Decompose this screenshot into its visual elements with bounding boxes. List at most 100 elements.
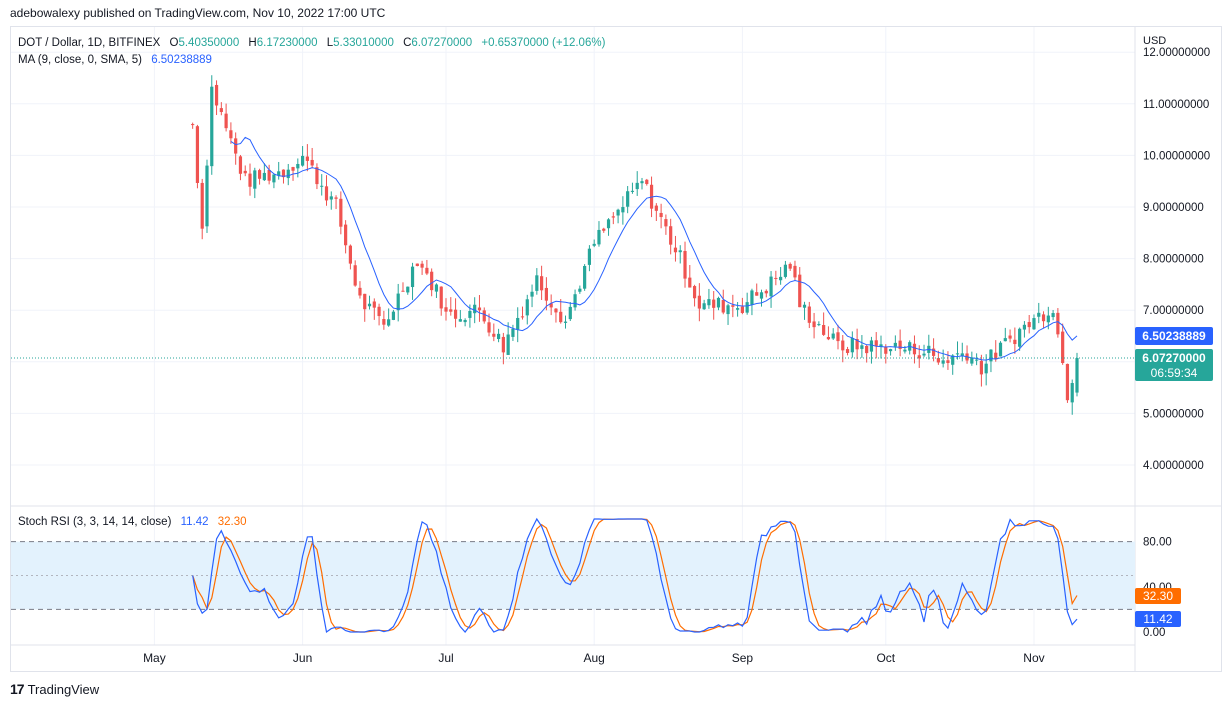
candle[interactable] <box>970 351 974 366</box>
candle[interactable] <box>310 147 314 169</box>
candle[interactable] <box>912 335 917 364</box>
candle[interactable] <box>496 328 501 343</box>
candle[interactable] <box>998 341 1003 357</box>
candle[interactable] <box>845 346 850 356</box>
candle[interactable] <box>257 168 262 185</box>
candle[interactable] <box>788 262 792 271</box>
candle[interactable] <box>626 186 630 214</box>
candle[interactable] <box>559 299 563 324</box>
candle[interactable] <box>535 268 539 295</box>
candle[interactable] <box>406 286 410 295</box>
candle[interactable] <box>745 292 749 315</box>
candle[interactable] <box>530 284 534 308</box>
candle[interactable] <box>702 299 706 310</box>
candle[interactable] <box>865 344 869 363</box>
candle[interactable] <box>525 294 529 325</box>
candle[interactable] <box>353 260 357 287</box>
candle[interactable] <box>635 171 639 196</box>
candle[interactable] <box>769 271 773 308</box>
candle[interactable] <box>817 321 821 327</box>
candle[interactable] <box>578 285 582 294</box>
candle[interactable] <box>597 221 601 247</box>
candle[interactable] <box>506 322 510 355</box>
candle[interactable] <box>444 298 448 321</box>
candle[interactable] <box>989 349 993 373</box>
candle[interactable] <box>678 245 682 264</box>
candle[interactable] <box>736 302 740 317</box>
candle[interactable] <box>802 301 807 320</box>
candle[interactable] <box>1018 327 1022 351</box>
candle[interactable] <box>391 309 396 321</box>
candle[interactable] <box>951 354 955 375</box>
candle[interactable] <box>850 331 854 358</box>
candle[interactable] <box>305 144 309 172</box>
candle[interactable] <box>267 164 271 185</box>
candle[interactable] <box>195 124 200 189</box>
candle[interactable] <box>544 277 548 311</box>
candle[interactable] <box>712 291 716 320</box>
candle[interactable] <box>324 175 329 206</box>
candle[interactable] <box>822 312 826 336</box>
candle[interactable] <box>277 161 281 180</box>
candle[interactable] <box>860 335 864 358</box>
chart-frame[interactable] <box>10 26 1222 672</box>
candle[interactable] <box>339 191 343 235</box>
candle[interactable] <box>783 260 788 279</box>
candle[interactable] <box>908 340 912 355</box>
candle[interactable] <box>300 146 305 167</box>
candle[interactable] <box>219 102 223 116</box>
candle[interactable] <box>372 298 376 320</box>
candle[interactable] <box>200 178 204 240</box>
candle[interactable] <box>253 167 257 199</box>
candle[interactable] <box>477 295 482 322</box>
candle[interactable] <box>344 220 348 254</box>
candle[interactable] <box>329 191 333 210</box>
candle[interactable] <box>721 289 725 315</box>
candle[interactable] <box>272 174 276 189</box>
candle[interactable] <box>621 196 625 225</box>
candle[interactable] <box>210 75 214 175</box>
candle[interactable] <box>640 177 644 190</box>
candle[interactable] <box>812 312 816 339</box>
candle[interactable] <box>425 259 429 276</box>
candle[interactable] <box>774 270 778 286</box>
candle[interactable] <box>664 214 668 235</box>
candle[interactable] <box>296 158 300 178</box>
candle[interactable] <box>516 307 520 343</box>
candle[interactable] <box>320 174 324 196</box>
candle[interactable] <box>683 241 687 288</box>
candle[interactable] <box>726 303 730 325</box>
candle[interactable] <box>731 294 735 318</box>
candle[interactable] <box>191 122 195 129</box>
candle[interactable] <box>654 203 658 221</box>
candle[interactable] <box>1027 314 1031 334</box>
candle[interactable] <box>611 212 615 225</box>
candle[interactable] <box>401 282 405 292</box>
candle[interactable] <box>286 163 290 186</box>
candle[interactable] <box>420 260 424 275</box>
candle[interactable] <box>669 218 673 255</box>
candle[interactable] <box>458 310 462 322</box>
candle[interactable] <box>922 344 926 358</box>
candle[interactable] <box>645 178 649 186</box>
candle[interactable] <box>898 329 902 357</box>
candle[interactable] <box>430 268 434 297</box>
candle[interactable] <box>1051 310 1055 321</box>
candle[interactable] <box>463 318 467 327</box>
candle[interactable] <box>888 348 893 356</box>
candle[interactable] <box>387 308 391 327</box>
candle[interactable] <box>205 159 209 233</box>
candle[interactable] <box>855 328 859 360</box>
candle[interactable] <box>602 227 606 233</box>
candle[interactable] <box>549 294 553 316</box>
candle[interactable] <box>836 324 840 350</box>
candle[interactable] <box>554 308 558 323</box>
candle[interactable] <box>229 122 233 144</box>
candle[interactable] <box>1008 329 1012 343</box>
candle[interactable] <box>1032 314 1036 330</box>
candle[interactable] <box>377 303 381 326</box>
candle[interactable] <box>779 267 783 285</box>
candle[interactable] <box>587 245 592 272</box>
candle[interactable] <box>348 244 352 270</box>
